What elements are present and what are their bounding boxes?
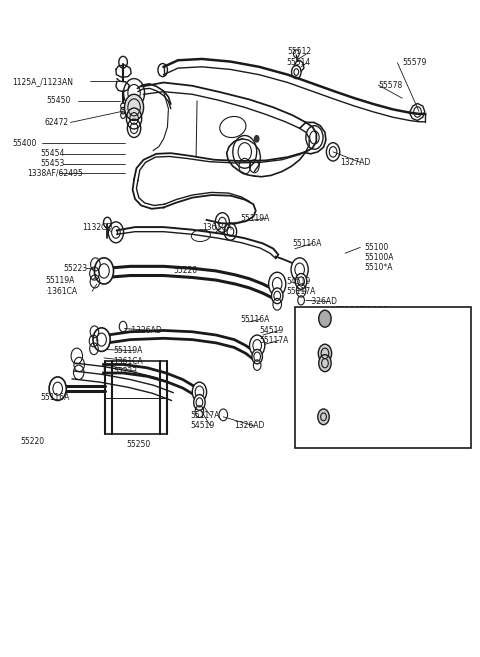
Circle shape (192, 382, 206, 402)
Text: 55453: 55453 (40, 159, 65, 168)
Text: 55119A: 55119A (45, 275, 75, 284)
Text: 55117A: 55117A (287, 286, 316, 296)
Text: 55119A: 55119A (240, 214, 269, 223)
Text: 1361CA: 1361CA (114, 357, 144, 366)
Text: 55117A: 55117A (190, 411, 219, 420)
Text: ·326AD: ·326AD (309, 297, 337, 306)
Text: 62472: 62472 (44, 118, 69, 127)
Text: ·1361CA: ·1361CA (45, 286, 77, 296)
Text: 54519: 54519 (357, 337, 381, 346)
Circle shape (254, 135, 260, 143)
Circle shape (124, 95, 144, 120)
Text: 54519: 54519 (287, 277, 311, 286)
Text: 55116A: 55116A (240, 315, 269, 324)
Text: 55220: 55220 (21, 436, 45, 445)
Text: 55223: 55223 (114, 367, 138, 376)
Circle shape (291, 258, 308, 281)
Text: 55450: 55450 (47, 97, 71, 105)
Circle shape (318, 344, 332, 363)
Circle shape (93, 328, 110, 351)
Text: 55200: 55200 (304, 319, 329, 328)
Text: 1132CD: 1132CD (83, 223, 113, 232)
Text: 55400: 55400 (12, 139, 36, 148)
Text: 55116A: 55116A (292, 239, 322, 248)
Circle shape (252, 350, 263, 364)
Text: 54519: 54519 (190, 422, 214, 430)
Circle shape (295, 273, 307, 289)
Text: 55514: 55514 (287, 58, 311, 68)
Text: 55579: 55579 (402, 58, 427, 68)
Circle shape (272, 288, 283, 304)
Text: 55220: 55220 (173, 267, 197, 275)
Text: 1326AD: 1326AD (352, 368, 383, 377)
Text: 55100A: 55100A (364, 253, 394, 261)
Text: 1326AD: 1326AD (234, 422, 264, 430)
Text: 55100C: 55100C (359, 306, 388, 315)
Circle shape (319, 355, 331, 372)
Text: 1361CA: 1361CA (202, 223, 231, 232)
Text: 1327AD: 1327AD (340, 158, 371, 167)
Text: 1125A_/1123AN: 1125A_/1123AN (12, 77, 73, 85)
Text: 55223: 55223 (63, 264, 87, 273)
Text: 55512: 55512 (288, 47, 312, 57)
Text: 55454: 55454 (40, 149, 65, 158)
Text: 55117A: 55117A (259, 336, 288, 345)
Circle shape (194, 395, 205, 410)
Text: 5510*A: 5510*A (364, 263, 393, 271)
Bar (295, 307, 471, 447)
Text: 55100: 55100 (364, 243, 388, 252)
Circle shape (319, 310, 331, 327)
Text: 55100C: 55100C (336, 306, 365, 315)
Circle shape (250, 335, 265, 356)
Text: 54519: 54519 (259, 326, 283, 335)
Circle shape (269, 272, 286, 296)
Text: 55250: 55250 (126, 440, 151, 449)
Text: 55119A: 55119A (114, 346, 143, 355)
Text: 55116A: 55116A (40, 394, 70, 402)
Text: ·1326AD: ·1326AD (129, 326, 162, 335)
Circle shape (318, 409, 329, 424)
Text: 55578: 55578 (378, 81, 403, 89)
Circle shape (95, 258, 114, 284)
Text: 55117A: 55117A (357, 347, 386, 356)
Text: 1338AF/62495: 1338AF/62495 (28, 169, 84, 178)
Circle shape (49, 377, 66, 401)
